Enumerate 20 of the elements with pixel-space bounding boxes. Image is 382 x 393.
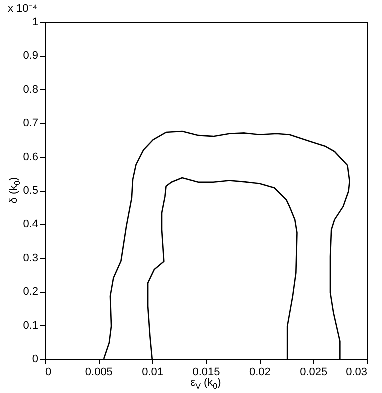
- x-tick-label: 0.01: [142, 366, 164, 378]
- y-tick-label: 0: [32, 354, 38, 366]
- x-tick-label: 0: [46, 366, 52, 378]
- x-tick-label: 0.015: [192, 366, 220, 378]
- y-tick-label: 1: [32, 16, 38, 28]
- text: x 10⁻⁴: [8, 3, 38, 15]
- y-axis-title: δ (k0): [8, 177, 22, 204]
- y-tick-label: 0.4: [23, 218, 38, 231]
- y-tick-label: 0.3: [23, 252, 38, 264]
- y-tick-label: 0.9: [23, 50, 38, 62]
- y-tick-label: 0.2: [23, 286, 38, 298]
- x-tick-label: 0.025: [300, 366, 328, 378]
- y-tick-label: 0.1: [23, 320, 38, 332]
- y-tick-label: 0.5: [23, 185, 38, 197]
- x-tick-label: 0.005: [85, 366, 113, 378]
- x-tick-label: 0.03: [346, 366, 368, 378]
- y-tick-label: 0.7: [23, 118, 38, 130]
- y-tick-label: 0.8: [23, 84, 38, 96]
- x-tick-label: 0.02: [249, 366, 271, 378]
- y-tick-label: 0.6: [23, 151, 38, 164]
